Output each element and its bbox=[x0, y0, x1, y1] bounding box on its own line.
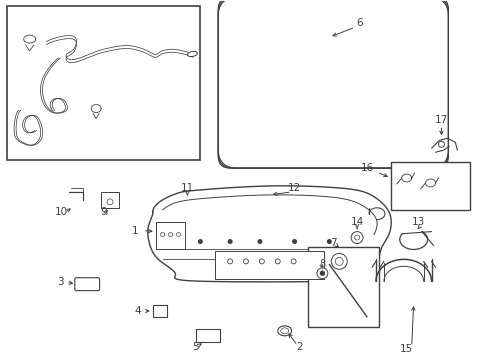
Circle shape bbox=[178, 240, 182, 243]
Text: 8: 8 bbox=[319, 259, 325, 269]
Ellipse shape bbox=[277, 326, 291, 336]
Text: 1: 1 bbox=[132, 226, 139, 235]
Text: 16: 16 bbox=[360, 163, 373, 173]
Bar bbox=[215, 251, 324, 279]
FancyBboxPatch shape bbox=[75, 278, 100, 291]
Circle shape bbox=[327, 240, 330, 243]
Text: 3: 3 bbox=[57, 277, 63, 287]
Circle shape bbox=[350, 231, 362, 243]
Circle shape bbox=[316, 268, 327, 279]
Circle shape bbox=[320, 271, 324, 275]
Ellipse shape bbox=[280, 328, 288, 334]
Text: 6: 6 bbox=[355, 18, 362, 28]
Circle shape bbox=[243, 259, 248, 264]
Circle shape bbox=[290, 259, 296, 264]
Text: 14: 14 bbox=[350, 217, 363, 227]
Circle shape bbox=[335, 257, 343, 265]
Text: 4: 4 bbox=[134, 306, 141, 316]
Ellipse shape bbox=[187, 51, 197, 57]
Text: 2: 2 bbox=[296, 342, 302, 352]
Circle shape bbox=[161, 233, 164, 237]
Circle shape bbox=[176, 233, 180, 237]
Circle shape bbox=[198, 240, 202, 243]
Bar bbox=[307, 247, 378, 327]
Text: 5: 5 bbox=[192, 342, 198, 352]
Circle shape bbox=[168, 233, 172, 237]
Text: 15: 15 bbox=[399, 344, 412, 354]
Text: 12: 12 bbox=[287, 183, 301, 193]
Circle shape bbox=[259, 259, 264, 264]
Circle shape bbox=[292, 240, 296, 243]
Text: 9: 9 bbox=[101, 207, 107, 217]
Circle shape bbox=[275, 259, 280, 264]
Circle shape bbox=[331, 253, 346, 269]
Text: 10: 10 bbox=[55, 207, 68, 217]
Bar bbox=[155, 222, 185, 249]
Circle shape bbox=[438, 141, 444, 147]
Bar bbox=[196, 329, 220, 342]
Circle shape bbox=[258, 240, 261, 243]
Text: 17: 17 bbox=[434, 116, 447, 126]
Circle shape bbox=[227, 259, 232, 264]
Circle shape bbox=[107, 199, 113, 205]
Text: 11: 11 bbox=[181, 183, 194, 193]
Bar bbox=[101, 192, 119, 208]
Bar bbox=[390, 162, 469, 210]
Bar bbox=[152, 305, 166, 317]
Text: 13: 13 bbox=[411, 217, 425, 227]
Bar bbox=[7, 6, 200, 160]
Text: 7: 7 bbox=[329, 238, 336, 248]
Circle shape bbox=[228, 240, 231, 243]
Circle shape bbox=[354, 235, 359, 240]
